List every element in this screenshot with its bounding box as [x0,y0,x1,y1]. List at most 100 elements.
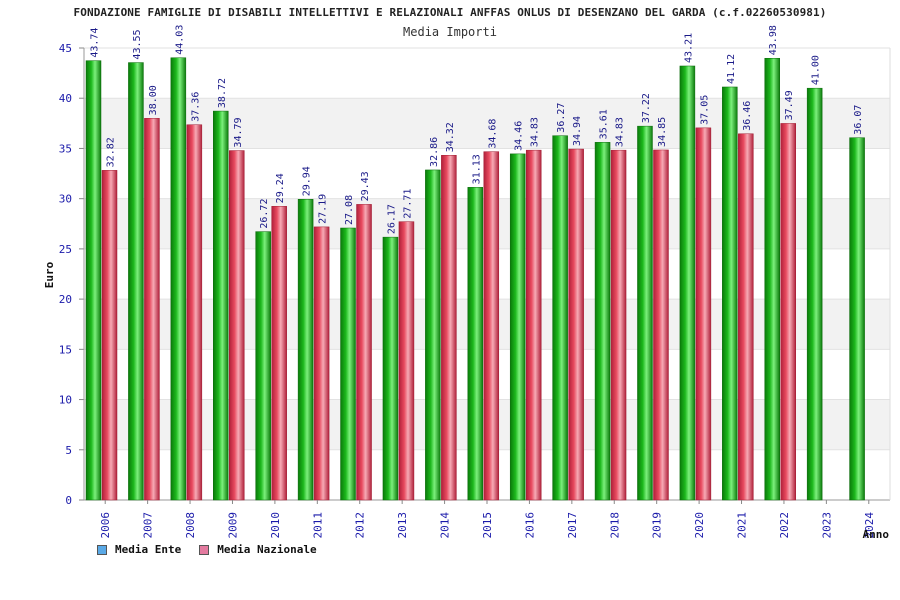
y-tick-label: 30 [59,193,72,206]
data-label-media-nazionale: 27.19 [318,194,329,224]
bar-media-nazionale [483,151,500,501]
data-label-media-ente: 32.86 [429,137,440,167]
data-label-media-nazionale: 37.05 [699,95,710,125]
bar-media-nazionale [229,150,245,501]
bar-media-ente [170,57,187,501]
data-label-media-nazionale: 37.49 [784,90,795,120]
x-tick-label: 2021 [736,512,749,539]
y-tick-label: 35 [59,142,72,155]
y-tick-label: 25 [59,243,72,256]
data-label-media-nazionale: 34.94 [572,116,583,146]
bar-media-ente [382,236,399,501]
x-tick-label: 2023 [820,512,833,539]
data-label-media-ente: 27.08 [344,195,355,225]
x-tick-label: 2019 [651,512,664,539]
bar-media-ente [255,231,271,501]
x-tick-label: 2006 [99,512,112,539]
bar-media-nazionale [610,149,627,501]
chart-title: FONDAZIONE FAMIGLIE DI DISABILI INTELLET… [73,6,827,19]
x-tick-label: 2007 [142,512,155,539]
y-tick-label: 20 [59,293,72,306]
bar-media-nazionale [398,221,415,501]
data-label-media-nazionale: 34.79 [233,117,244,147]
bar-media-nazionale [441,155,457,501]
x-tick-label: 2013 [396,512,409,539]
x-tick-label: 2011 [311,512,324,539]
data-label-media-ente: 35.61 [599,109,610,139]
data-label-media-nazionale: 32.82 [106,137,117,167]
data-label-media-ente: 43.74 [90,28,101,58]
x-tick-label: 2020 [693,512,706,539]
bar-media-ente [128,62,144,501]
x-tick-label: 2016 [523,512,536,539]
chart-legend: Media Ente Media Nazionale [97,543,335,556]
x-tick-label: 2012 [354,512,367,539]
data-label-media-nazionale: 34.68 [487,119,498,149]
data-label-media-ente: 44.03 [174,25,185,55]
data-label-media-ente: 31.13 [471,154,482,184]
data-label-media-ente: 36.07 [853,105,864,135]
bar-media-ente [425,169,441,501]
x-tick-label: 2022 [778,512,791,539]
x-tick-label: 2008 [184,512,197,539]
x-tick-label: 2015 [481,512,494,539]
data-label-media-nazionale: 36.46 [742,101,753,131]
bar-media-ente [85,60,102,501]
data-label-media-ente: 38.72 [217,78,228,108]
data-label-media-ente: 37.22 [641,93,652,123]
y-tick-label: 15 [59,343,72,356]
bar-media-ente [509,153,526,501]
legend-item-media-nazionale: Media Nazionale [199,543,317,556]
bar-media-ente [213,110,229,501]
legend-swatch-media-nazionale [199,544,210,555]
legend-swatch-media-ente [97,544,107,555]
bar-media-ente [849,137,865,501]
x-tick-label: 2009 [226,512,239,539]
y-tick-label: 40 [59,92,72,105]
x-tick-label: 2018 [608,512,621,539]
data-label-media-ente: 29.94 [302,166,313,196]
bar-media-ente [764,57,780,501]
data-label-media-nazionale: 34.85 [657,117,668,147]
data-label-media-ente: 26.17 [386,204,397,234]
data-label-media-ente: 43.98 [768,25,779,55]
bar-media-ente [806,87,823,501]
bar-media-nazionale [144,118,160,501]
data-label-media-ente: 41.12 [726,54,737,84]
bar-media-ente [340,227,356,501]
x-tick-label: 2014 [439,512,452,539]
data-label-media-ente: 36.27 [556,103,567,133]
chart-subtitle: Media Importi [403,25,497,39]
x-tick-label: 2017 [566,512,579,539]
data-label-media-nazionale: 37.36 [190,92,201,122]
bar-media-ente [637,125,653,501]
bar-media-nazionale [313,226,330,501]
data-label-media-nazionale: 34.83 [615,117,626,147]
legend-label-media-nazionale: Media Nazionale [217,543,317,556]
bar-media-nazionale [780,123,796,501]
bar-media-nazionale [186,124,203,501]
data-label-media-ente: 26.72 [259,199,270,229]
bar-media-ente [594,142,611,501]
x-tick-label: 2024 [863,512,876,539]
y-axis-title: Euro [43,261,56,288]
bar-media-nazionale [568,148,584,501]
data-label-media-nazionale: 34.32 [445,122,456,152]
x-tick-label: 2010 [269,512,282,539]
bar-media-nazionale [101,170,118,501]
data-label-media-ente: 43.21 [683,33,694,63]
bar-media-ente [297,199,314,501]
data-label-media-nazionale: 27.71 [402,189,413,219]
data-label-media-nazionale: 29.43 [360,171,371,201]
y-tick-label: 0 [65,494,72,507]
bar-media-nazionale [653,149,669,501]
data-label-media-nazionale: 38.00 [148,85,159,115]
data-label-media-ente: 43.55 [132,29,143,59]
bar-media-ente [552,135,568,501]
legend-item-media-ente: Media Ente [97,543,181,556]
bar-media-nazionale [271,206,287,501]
data-label-media-nazionale: 29.24 [275,173,286,203]
bar-media-nazionale [525,149,542,501]
